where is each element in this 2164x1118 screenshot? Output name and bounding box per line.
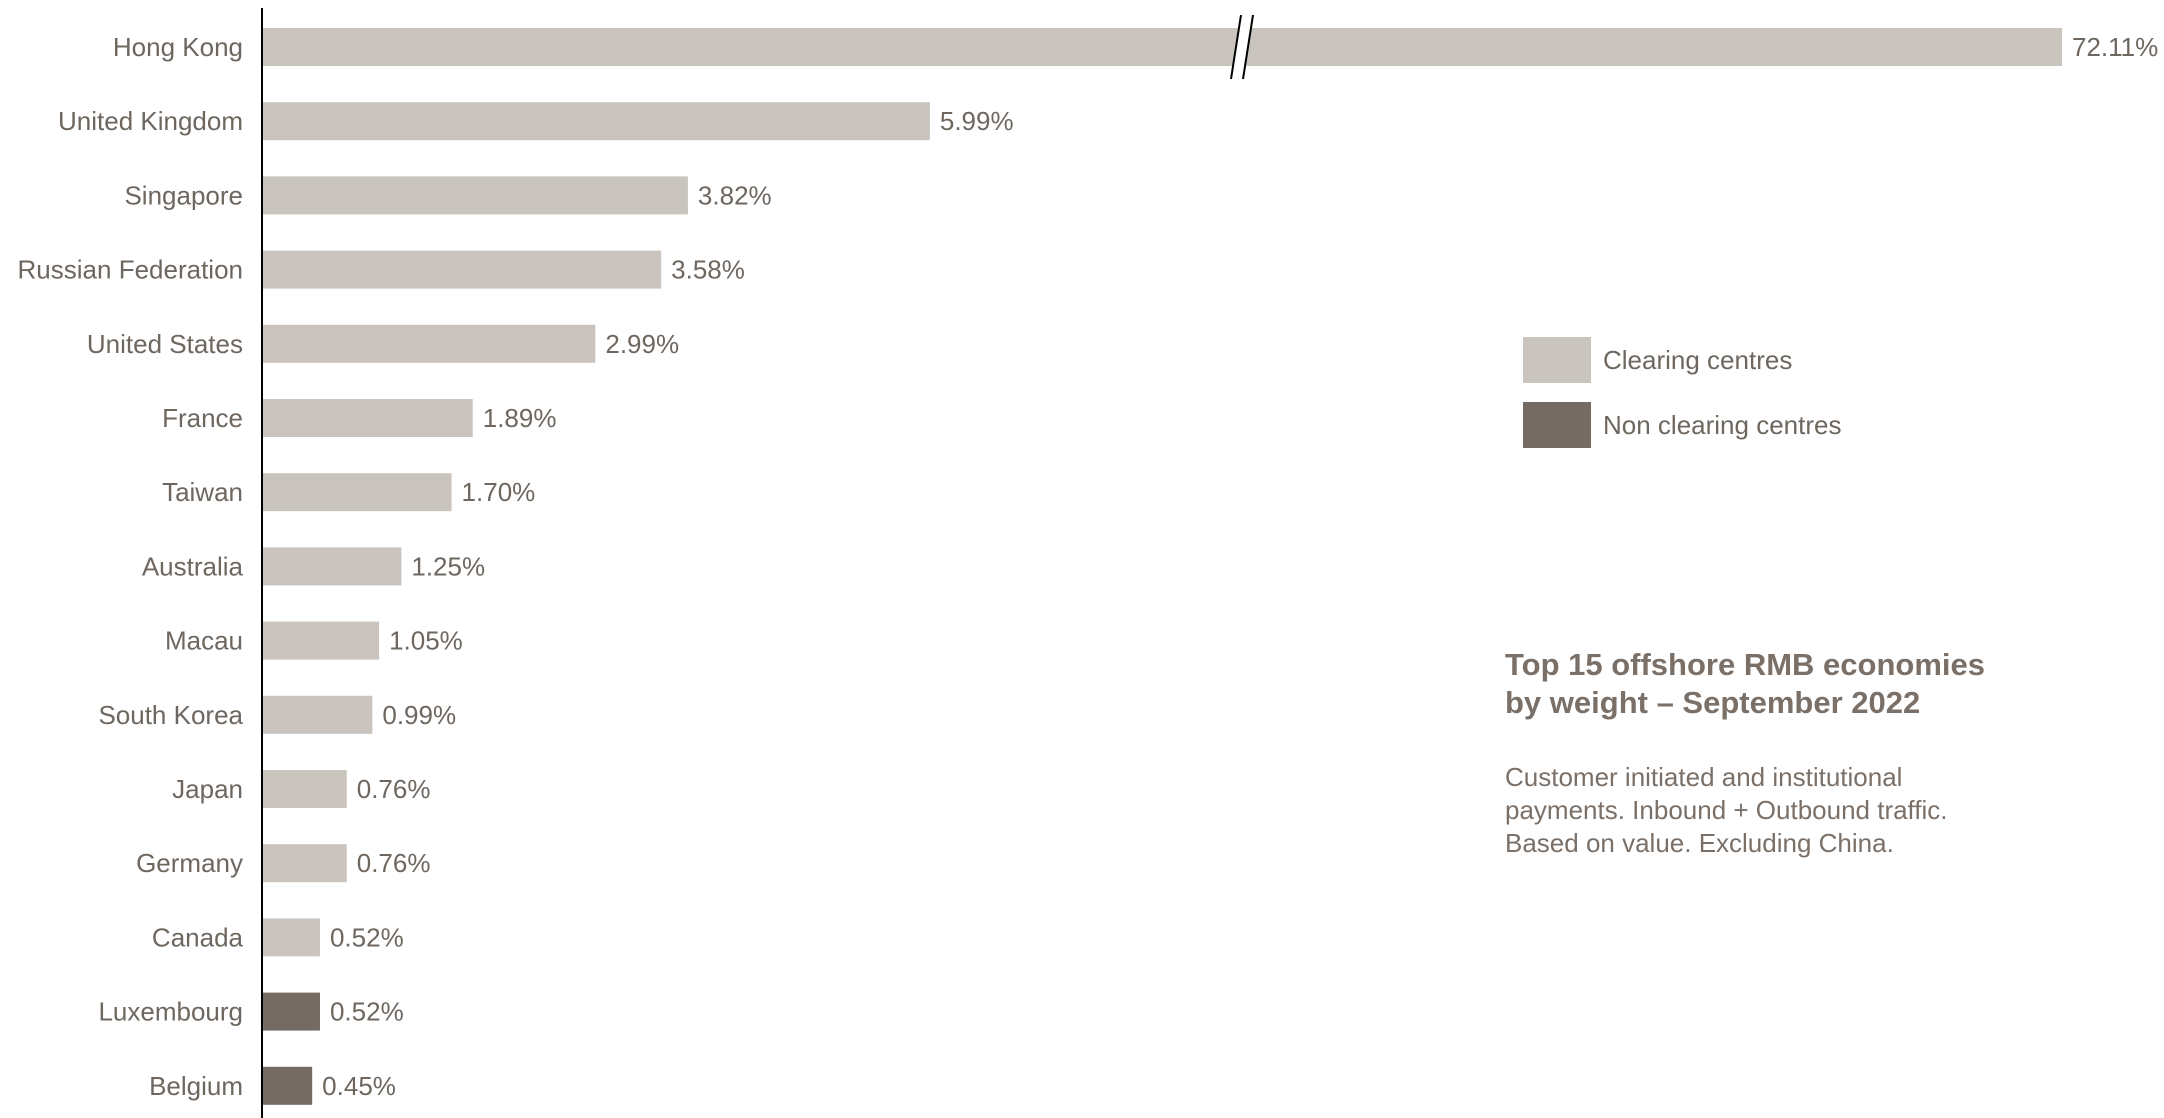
bar-singapore xyxy=(262,176,688,215)
category-label-canada: Canada xyxy=(152,922,244,952)
bar-taiwan xyxy=(262,473,452,512)
value-label-singapore: 3.82% xyxy=(698,180,772,210)
category-label-taiwan: Taiwan xyxy=(162,477,243,507)
bar-canada xyxy=(262,918,320,957)
category-label-singapore: Singapore xyxy=(124,180,243,210)
category-label-south-korea: South Korea xyxy=(98,700,243,730)
value-label-russian-federation: 3.58% xyxy=(671,255,745,285)
bar-united-kingdom xyxy=(262,102,930,141)
legend-label-clearing: Clearing centres xyxy=(1603,344,1793,375)
bar-germany xyxy=(262,844,347,883)
legend-item-clearing: Clearing centres xyxy=(1523,337,1841,383)
category-label-belgium: Belgium xyxy=(149,1071,243,1101)
bar-japan xyxy=(262,770,347,808)
value-label-belgium: 0.45% xyxy=(322,1071,396,1101)
value-label-australia: 1.25% xyxy=(411,551,485,581)
value-label-united-states: 2.99% xyxy=(605,329,679,359)
chart-title: Top 15 offshore RMB economies by weight … xyxy=(1505,647,1985,720)
bar-south-korea xyxy=(262,695,373,734)
value-label-japan: 0.76% xyxy=(357,774,431,804)
bar-belgium xyxy=(262,1066,313,1105)
chart-title-block: Top 15 offshore RMB economies by weight … xyxy=(1505,646,2125,860)
value-label-taiwan: 1.70% xyxy=(462,477,536,507)
legend-label-non-clearing: Non clearing centres xyxy=(1603,409,1842,440)
bar-australia xyxy=(262,547,402,586)
value-label-germany: 0.76% xyxy=(357,848,431,878)
legend-item-non-clearing: Non clearing centres xyxy=(1523,402,1841,448)
bars-layer xyxy=(262,14,2062,1105)
bar-hong-kong xyxy=(262,28,2062,66)
category-label-luxembourg: Luxembourg xyxy=(98,997,243,1027)
category-label-hong-kong: Hong Kong xyxy=(113,32,243,62)
category-label-australia: Australia xyxy=(142,551,244,581)
legend-swatch-non-clearing xyxy=(1523,402,1591,448)
labels-layer: Hong Kong 72.11% United Kingdom 5.99% Singap… xyxy=(18,32,2159,1101)
category-label-united-kingdom: United Kingdom xyxy=(58,106,243,136)
category-label-united-states: United States xyxy=(87,329,243,359)
axis-break-marks xyxy=(1230,14,1254,80)
category-label-france: France xyxy=(162,403,243,433)
category-label-russian-federation: Russian Federation xyxy=(18,255,243,285)
legend: Clearing centres Non clearing centres xyxy=(1523,337,1841,467)
value-label-luxembourg: 0.52% xyxy=(330,997,404,1027)
category-label-germany: Germany xyxy=(136,848,243,878)
category-label-japan: Japan xyxy=(172,774,243,804)
chart-subtitle: Customer initiated and institutional pay… xyxy=(1505,762,1948,858)
value-label-macau: 1.05% xyxy=(389,626,463,656)
value-label-united-kingdom: 5.99% xyxy=(940,106,1014,136)
value-label-canada: 0.52% xyxy=(330,922,404,952)
legend-swatch-clearing xyxy=(1523,337,1591,383)
value-label-south-korea: 0.99% xyxy=(382,700,456,730)
value-label-hong-kong: 72.11% xyxy=(2072,32,2158,62)
value-label-france: 1.89% xyxy=(483,403,557,433)
bar-united-states xyxy=(262,324,596,363)
bar-luxembourg xyxy=(262,992,320,1031)
bar-russian-federation xyxy=(262,250,662,289)
bar-macau xyxy=(262,621,380,660)
category-label-macau: Macau xyxy=(165,626,243,656)
bar-france xyxy=(262,399,473,437)
